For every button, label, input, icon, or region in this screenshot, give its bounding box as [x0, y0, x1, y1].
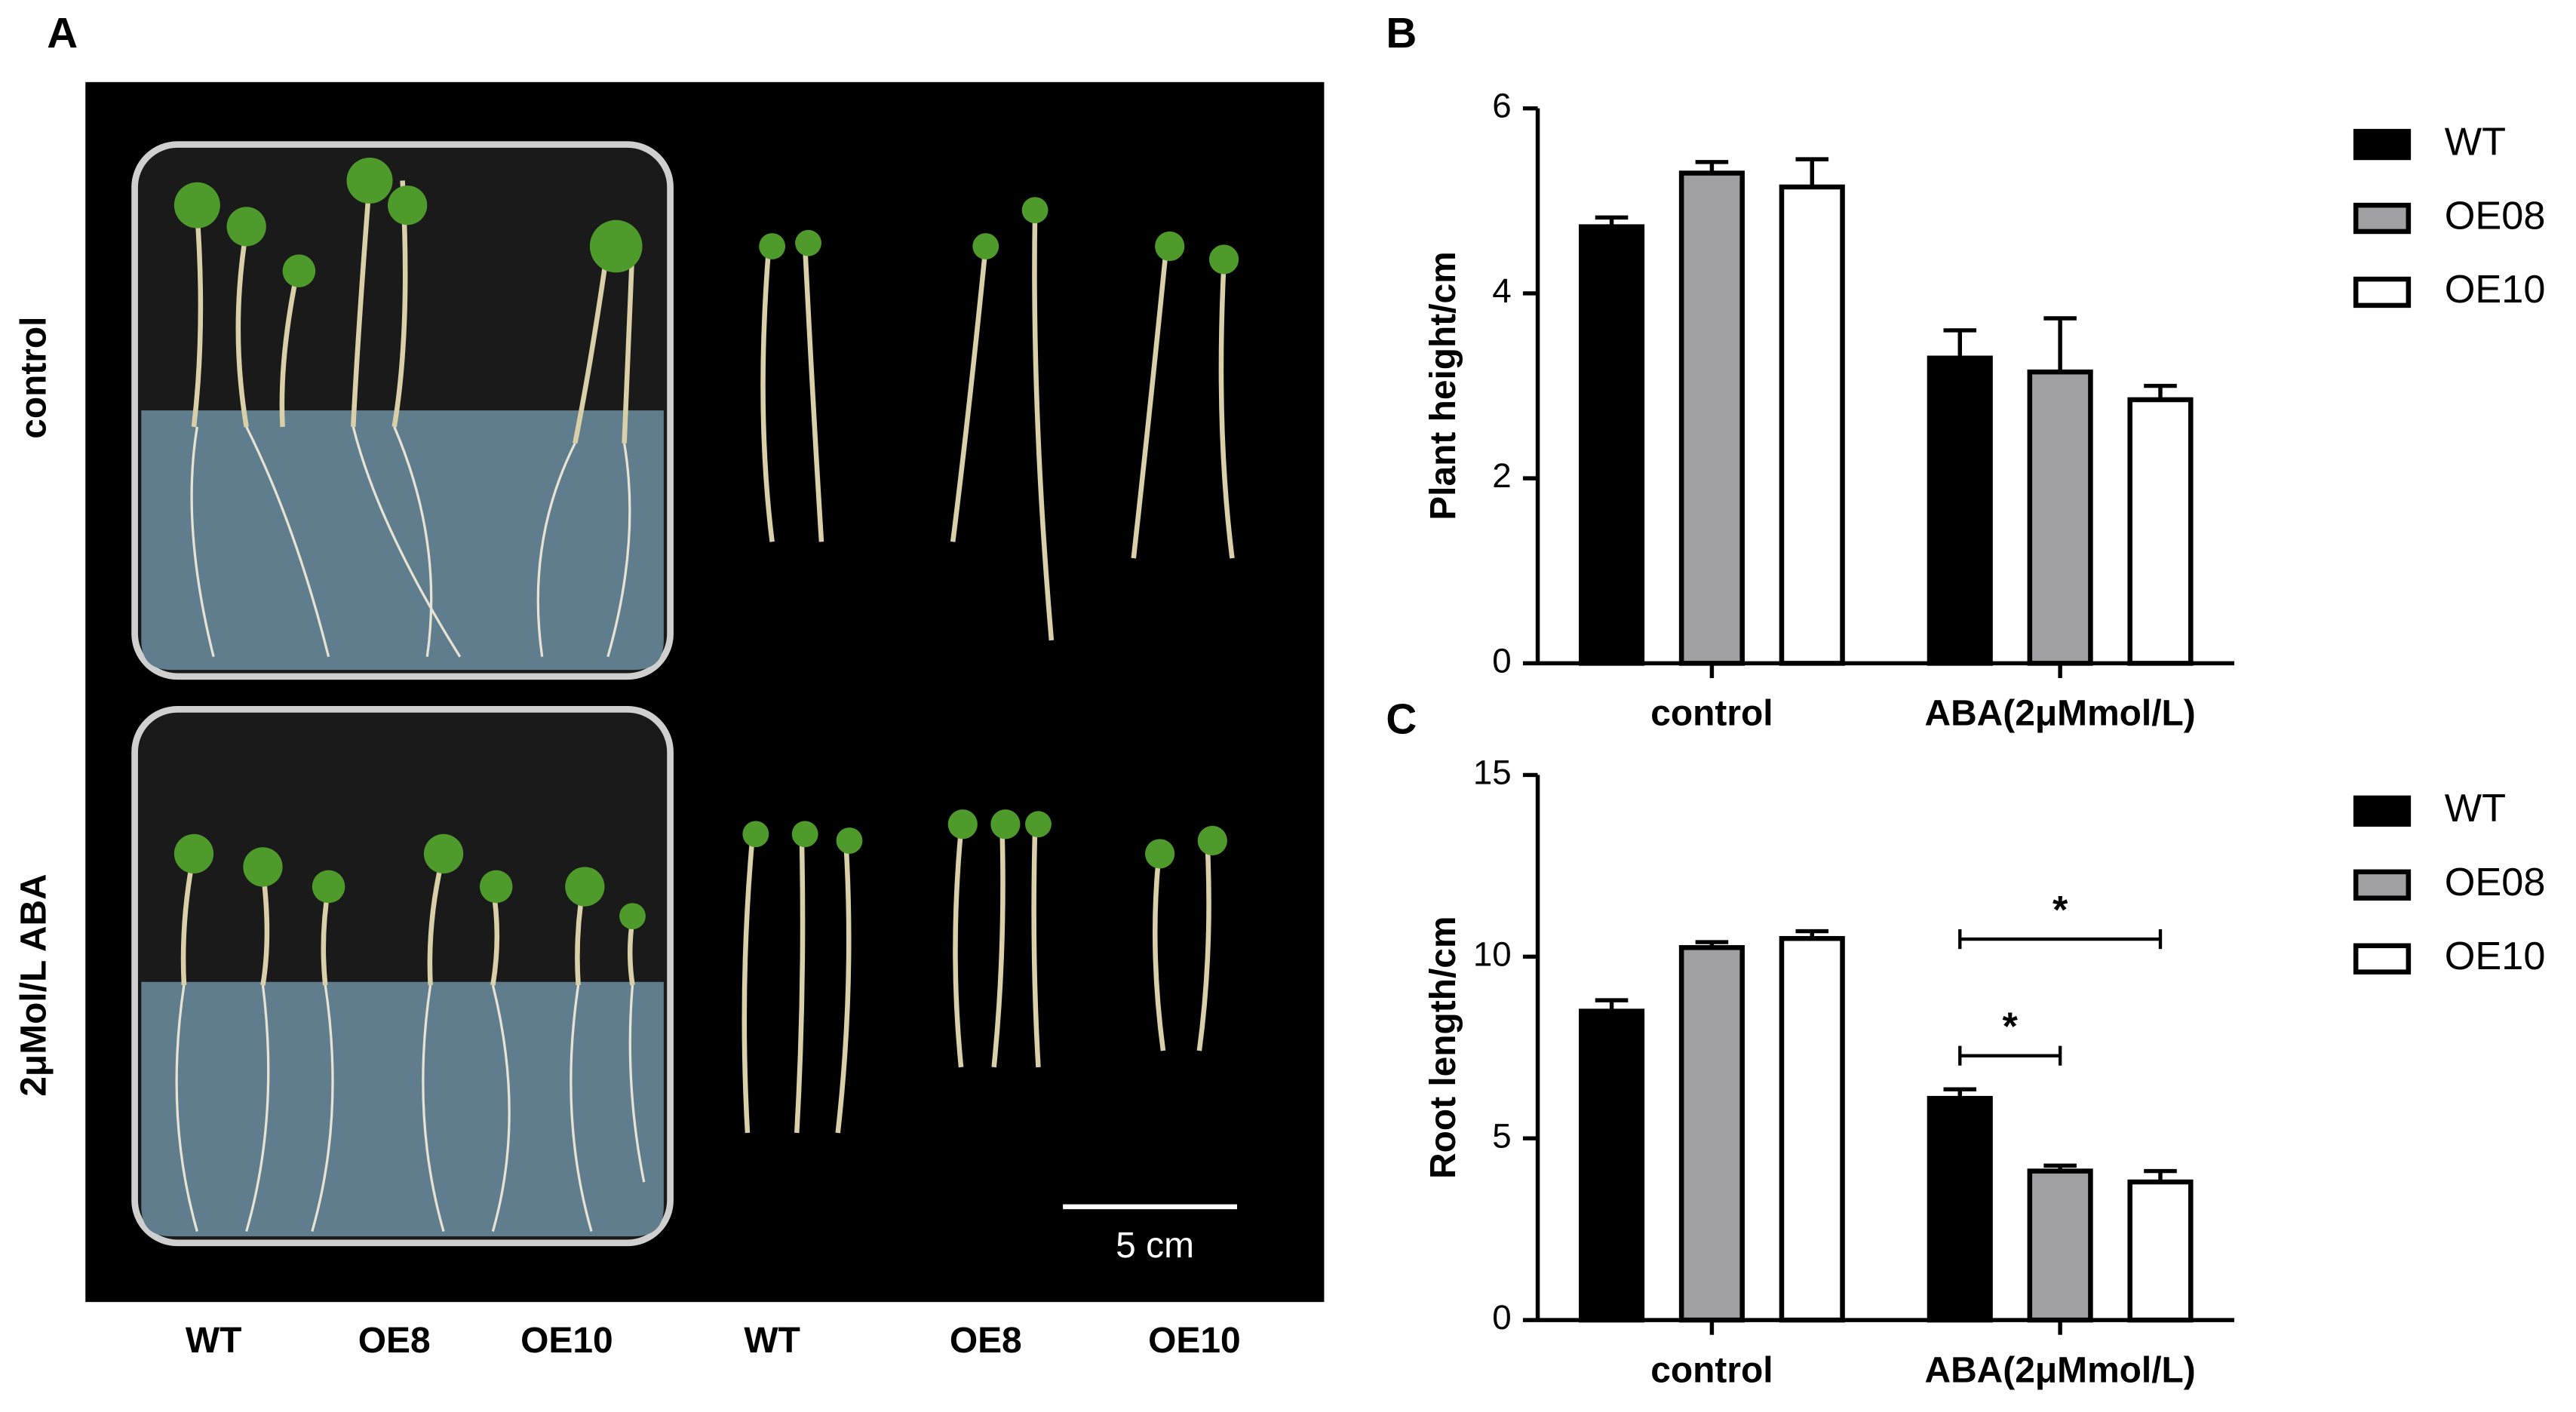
column-label: OE8 [950, 1321, 1022, 1361]
panel-letter: C [1386, 695, 1417, 743]
y-tick-label: 6 [1492, 87, 1511, 125]
bar [2027, 369, 2093, 666]
y-axis-label: Plant height/cm [1423, 251, 1463, 520]
photo [85, 81, 1325, 1303]
row-label: control [14, 317, 54, 439]
legend-swatch [2353, 943, 2412, 975]
y-tick-label: 0 [1492, 641, 1511, 680]
bar [2127, 397, 2194, 666]
panel-letter: B [1386, 9, 1417, 57]
scale-bar-label: 5 cm [1116, 1226, 1194, 1266]
bar [1678, 945, 1745, 1323]
column-label: OE10 [520, 1321, 613, 1361]
column-label: OE10 [1148, 1321, 1241, 1361]
legend-label: OE10 [2445, 268, 2546, 312]
legend-swatch [2353, 276, 2412, 308]
bar [1678, 170, 1745, 666]
legend-swatch [2353, 128, 2412, 161]
bar [1927, 1095, 1993, 1323]
bar [1578, 224, 1645, 666]
legend-label: WT [2445, 787, 2506, 830]
x-tick-label: control [1650, 694, 1773, 734]
bar [1779, 935, 1845, 1323]
legend-label: OE10 [2445, 935, 2546, 978]
x-tick-label: control [1650, 1350, 1773, 1390]
y-tick-label: 0 [1492, 1298, 1511, 1337]
x-tick-label: ABA(2μMmol/L) [1924, 694, 2195, 734]
y-tick-label: 2 [1492, 456, 1511, 495]
legend-label: OE08 [2445, 194, 2546, 238]
legend-swatch [2353, 795, 2412, 827]
bar [1927, 355, 1993, 666]
significance-label: * [2003, 1005, 2019, 1049]
significance-label: * [2053, 889, 2068, 932]
bar [1779, 184, 1845, 666]
bar [1578, 1008, 1645, 1323]
y-tick-label: 5 [1492, 1116, 1511, 1155]
y-tick-label: 4 [1492, 272, 1511, 310]
column-label: WT [186, 1321, 241, 1361]
bar [2027, 1168, 2093, 1323]
bar [2127, 1179, 2194, 1323]
y-tick-label: 15 [1473, 754, 1512, 792]
x-tick-label: ABA(2μMmol/L) [1924, 1350, 2195, 1390]
y-axis-label: Root length/cm [1423, 916, 1463, 1179]
row-label: 2μMol/L ABA [14, 873, 54, 1096]
column-label: OE8 [358, 1321, 431, 1361]
legend-label: WT [2445, 120, 2506, 164]
legend-swatch [2353, 202, 2412, 235]
y-tick-label: 10 [1473, 935, 1512, 973]
panel-letter: A [47, 9, 78, 57]
legend-swatch [2353, 869, 2412, 901]
column-label: WT [744, 1321, 800, 1361]
legend-label: OE08 [2445, 861, 2546, 904]
